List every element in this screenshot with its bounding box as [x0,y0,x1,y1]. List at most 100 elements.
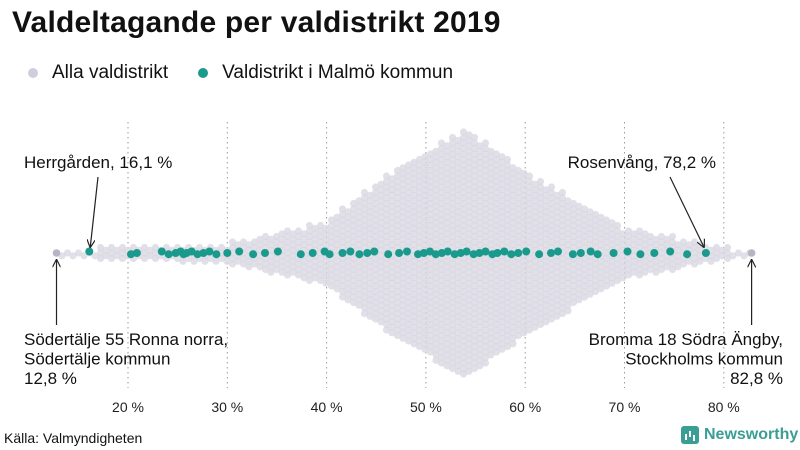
district-point [514,331,523,340]
district-point [646,243,655,252]
district-point [454,356,462,364]
district-point [267,268,275,276]
district-point [426,183,435,191]
brand[interactable]: Newsworthy [681,426,798,444]
district-point [426,161,435,169]
district-point [344,219,352,227]
district-point [404,210,413,219]
district-point [465,318,473,326]
district-point [393,320,402,329]
district-point [580,205,589,213]
district-point [487,208,495,216]
district-point [575,235,583,243]
district-point [371,260,380,268]
annotation-bromma-line: 82,8 % [730,369,783,388]
district-point [509,180,517,188]
district-point [415,221,424,230]
district-point [503,155,512,164]
district-point [426,199,435,208]
district-point [316,221,325,230]
district-point [668,238,677,246]
district-point [421,202,429,210]
district-point [377,318,385,326]
district-point [481,293,490,301]
district-point [481,326,490,334]
district-point [575,296,583,304]
legend: Alla valdistrikt Valdistrikt i Malmö kom… [28,62,483,84]
district-point [311,241,319,249]
district-point [613,221,622,230]
district-point [492,265,501,274]
district-point [635,227,644,235]
district-point [305,232,314,241]
district-point [520,318,528,326]
malmo-district-point [554,247,562,256]
district-point [514,304,523,312]
district-point [503,238,512,246]
district-point [382,216,391,224]
district-point [520,180,528,188]
district-point [415,216,424,224]
malmo-district-point [475,249,484,257]
district-point [509,318,517,326]
district-point [443,208,451,216]
malmo-district-point [462,247,471,256]
district-point [426,309,435,318]
district-point [580,238,589,246]
district-point [360,309,369,318]
district-point [459,348,468,356]
district-point [481,194,490,202]
legend-label-all: Alla valdistrikt [52,62,169,83]
district-point [366,257,374,265]
district-point [531,279,539,287]
district-point [443,296,451,304]
district-point [80,252,88,260]
district-point [437,315,446,323]
district-point [388,257,396,265]
district-point [712,254,721,263]
district-point [437,353,446,362]
district-point [426,150,435,158]
district-point [454,180,462,188]
district-point [371,282,380,290]
district-point [410,230,418,238]
district-point [509,197,517,205]
district-point [393,210,402,219]
district-point [679,243,688,252]
district-point [542,290,550,298]
district-point [272,232,281,241]
district-point [525,315,534,323]
district-point [465,147,473,155]
district-point [470,139,479,147]
district-point [360,199,369,208]
district-point [349,287,358,296]
district-point [514,260,523,268]
district-point [459,216,468,224]
district-point [531,296,539,304]
district-point [591,232,600,241]
district-point [487,186,495,194]
district-point [454,263,462,271]
annotation-bromma-line: Stockholms kommun [625,350,783,369]
district-point [553,285,561,293]
district-point [421,230,429,238]
district-point [542,202,550,210]
district-point [514,216,523,224]
district-point [454,318,462,326]
district-point [399,334,407,342]
district-point [602,238,611,246]
district-point [443,362,451,370]
district-point [448,298,457,307]
district-point [481,304,490,312]
district-point [503,172,512,180]
district-point [575,279,583,287]
district-point [371,232,380,241]
district-point [448,172,457,180]
district-point [481,161,490,169]
district-point [553,274,561,282]
district-point [421,158,429,166]
district-point [382,199,391,208]
district-point [459,199,468,208]
district-point [542,263,550,271]
district-point [558,287,567,296]
